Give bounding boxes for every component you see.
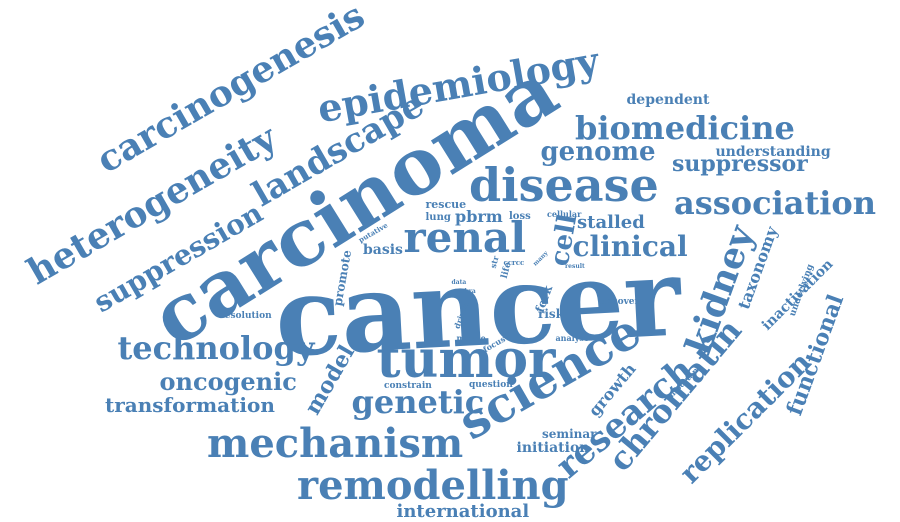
word-question: question	[469, 379, 513, 390]
word-pbrm: pbrm	[455, 207, 503, 226]
word-transformation: transformation	[105, 393, 275, 417]
word-risk: risk	[538, 307, 564, 321]
word-result: result	[565, 263, 585, 270]
word-lung: lung	[425, 212, 451, 223]
word-disease: disease	[469, 158, 659, 212]
word-data: data	[451, 279, 467, 286]
word-mechanism: mechanism	[207, 420, 464, 467]
word-cellular: cellular	[547, 209, 582, 219]
word-kra: kra	[464, 288, 476, 295]
word-loss: loss	[509, 211, 531, 222]
word-oncogenic: oncogenic	[159, 367, 297, 396]
word-understanding: understanding	[715, 144, 831, 160]
word-basis: basis	[363, 242, 403, 258]
word-uncover: uncover	[599, 296, 640, 307]
word-genetic: genetic	[351, 383, 485, 421]
word-remodelling: remodelling	[297, 462, 569, 509]
word-str: str	[487, 254, 501, 270]
word-rescue: rescue	[425, 197, 467, 211]
word-association: association	[674, 184, 877, 222]
word-international: international	[396, 501, 530, 522]
word-suppressor: suppressor	[672, 151, 808, 177]
word-tumor: tumor	[376, 329, 556, 390]
word-constrain: constrain	[384, 380, 432, 391]
word-technology: technology	[117, 329, 315, 367]
word-stalled: stalled	[577, 212, 645, 233]
word-initiation: initiation	[516, 440, 590, 456]
word-genome: genome	[540, 137, 656, 167]
word-biomedicine: biomedicine	[575, 109, 795, 147]
word-analyse: analyse	[555, 333, 589, 343]
word-mouse: mouse	[456, 333, 486, 343]
word-ccrcc: ccrcc	[503, 257, 525, 267]
word-renal: renal	[403, 213, 527, 262]
word-seminar: seminar	[542, 427, 597, 441]
word-resolution: resolution	[220, 310, 272, 321]
word-clinical: clinical	[572, 230, 688, 263]
word-dependent: dependent	[626, 92, 710, 108]
